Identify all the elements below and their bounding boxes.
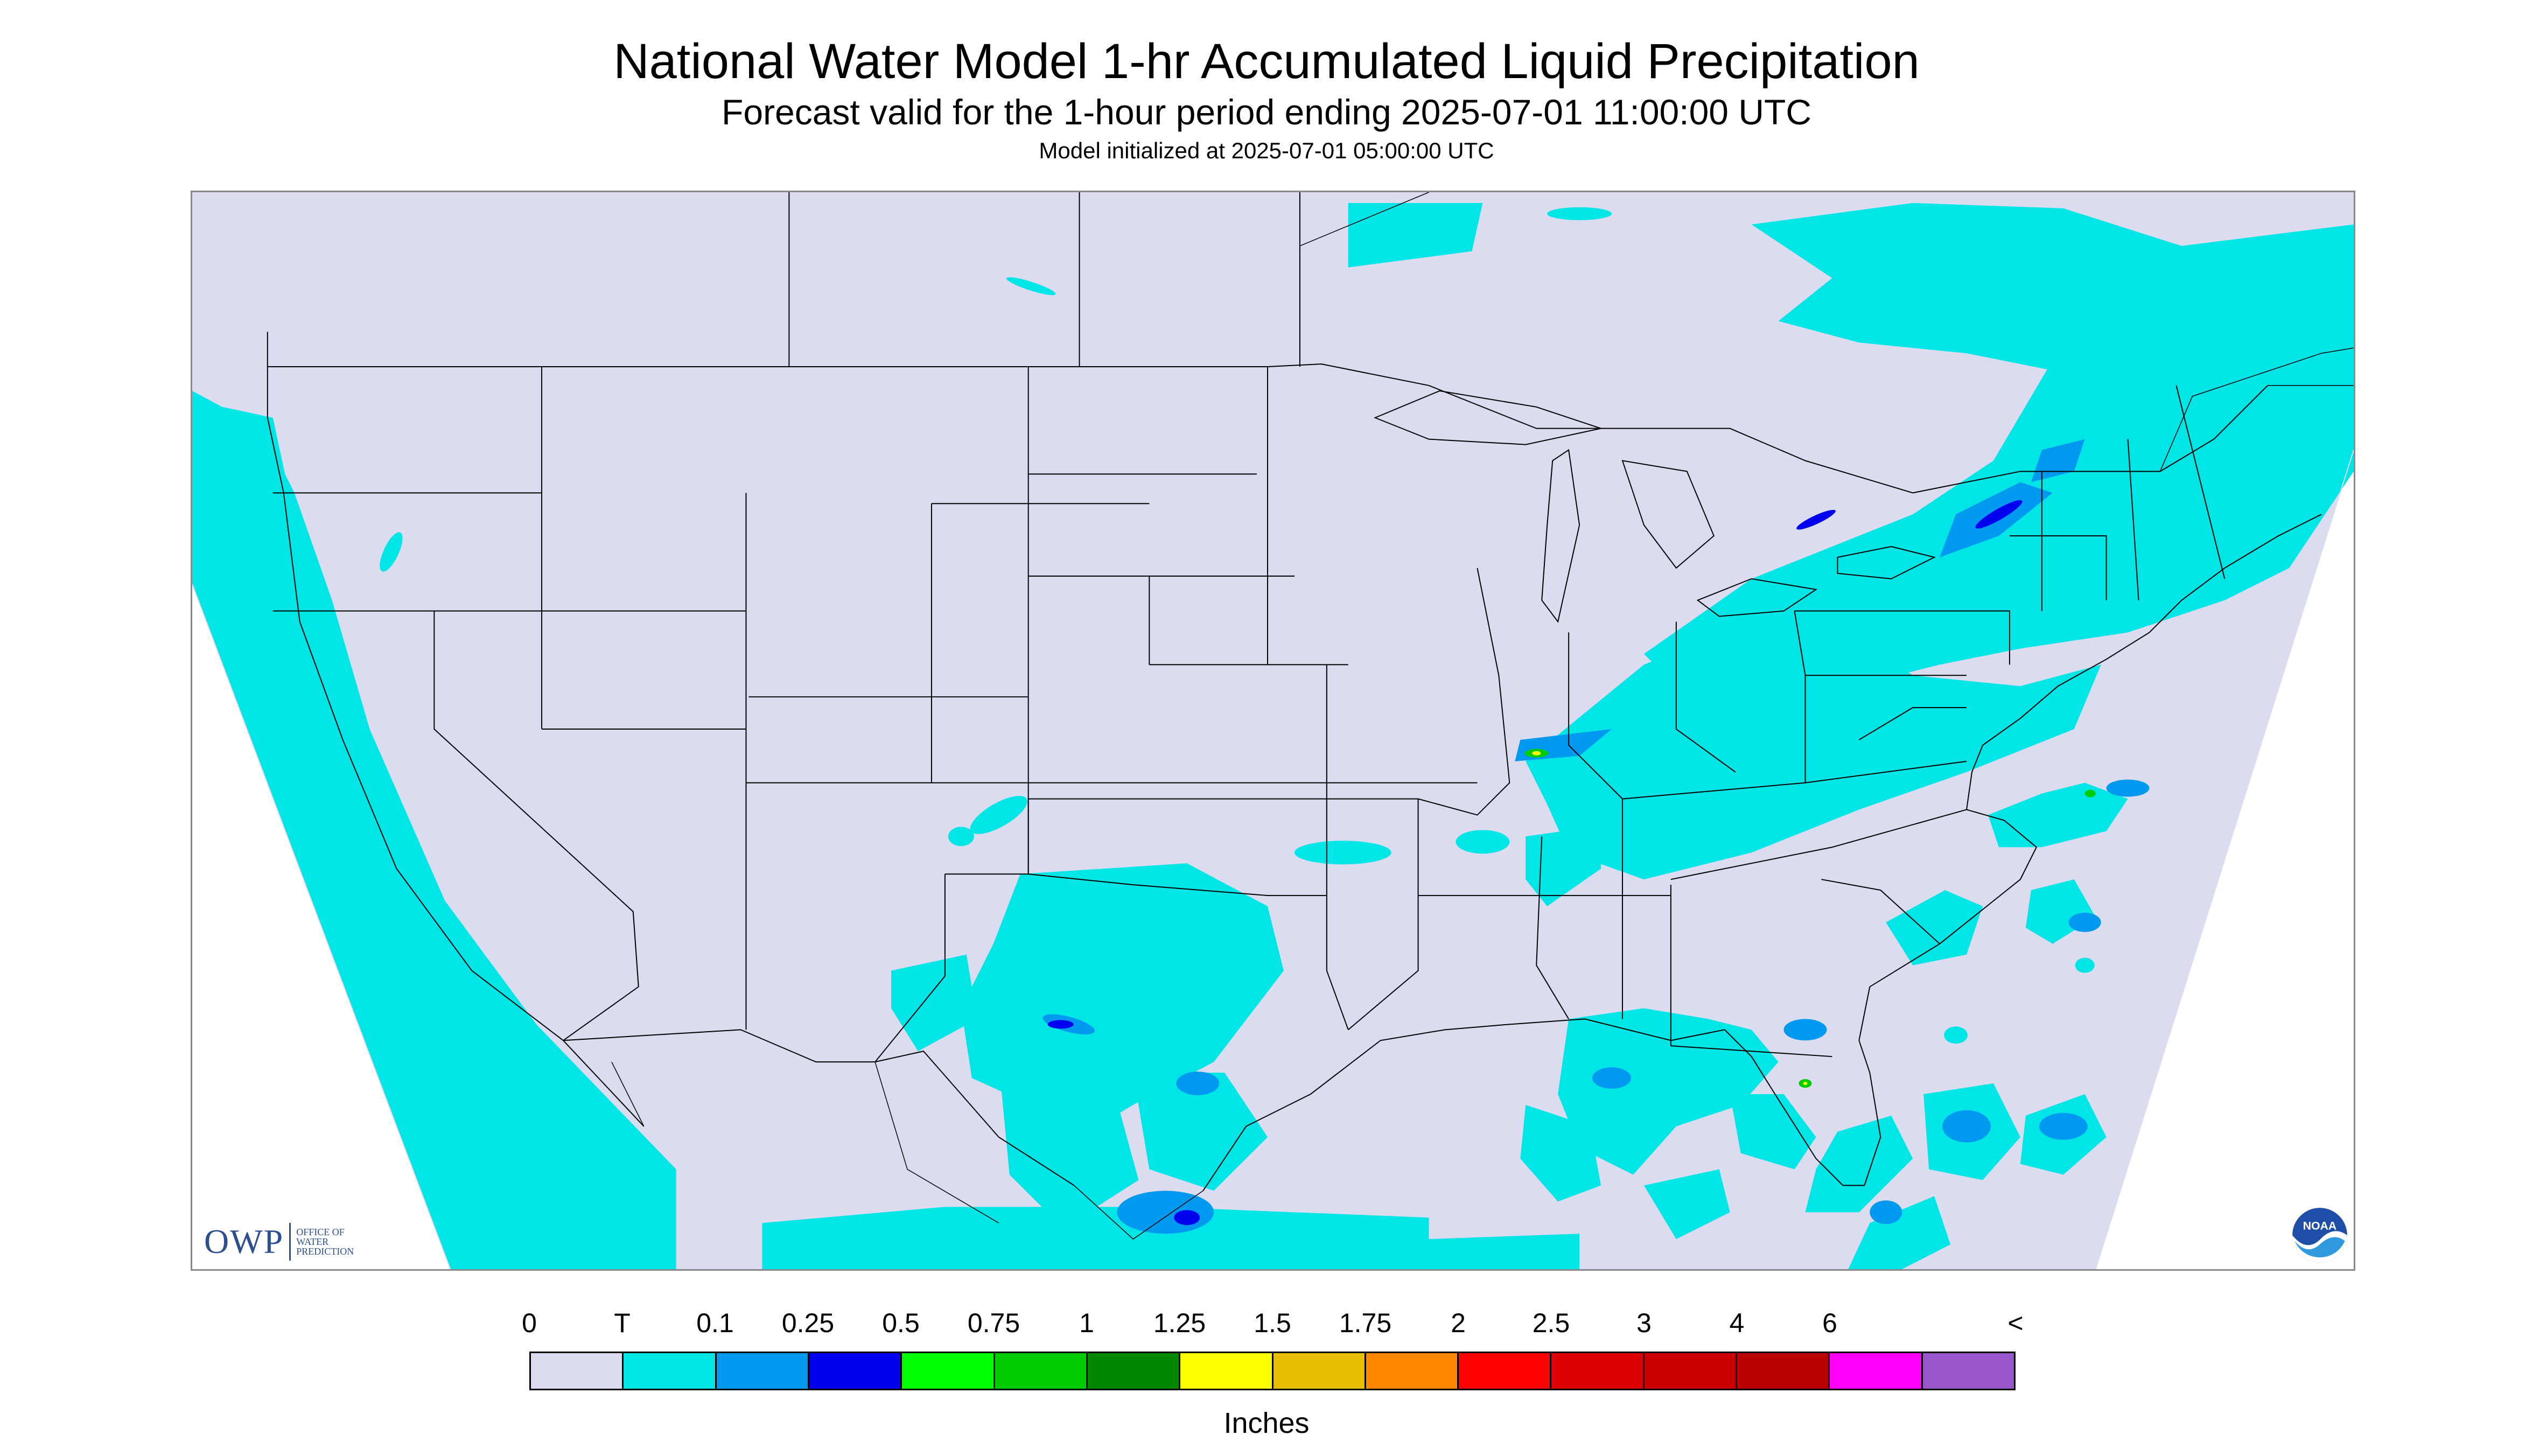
precip-legend bbox=[529, 1352, 2016, 1390]
owp-logo-divider bbox=[289, 1223, 291, 1261]
legend-label: 6 bbox=[1822, 1308, 1837, 1338]
legend-label: 1.5 bbox=[1254, 1308, 1291, 1338]
pacific-coastline bbox=[267, 332, 645, 1127]
legend-swatch bbox=[1366, 1353, 1459, 1389]
legend-label: T bbox=[614, 1308, 631, 1338]
legend-label: 4 bbox=[1729, 1308, 1745, 1338]
legend-swatch bbox=[1644, 1353, 1738, 1389]
legend-label: 2 bbox=[1451, 1308, 1466, 1338]
precip-heavy-cells bbox=[1042, 439, 2150, 1234]
legend-label: 0 bbox=[522, 1308, 537, 1338]
owp-logo-text: Office of Water Prediction bbox=[296, 1227, 354, 1257]
legend-label: 1 bbox=[1079, 1308, 1094, 1338]
map-canvas bbox=[192, 192, 2354, 1269]
us-canada-border bbox=[267, 363, 2268, 494]
legend-swatch bbox=[1087, 1353, 1181, 1389]
lake-superior bbox=[1374, 390, 1603, 445]
legend-label: 3 bbox=[1636, 1308, 1652, 1338]
lake-michigan bbox=[1541, 449, 1580, 623]
legend-label: 0.75 bbox=[967, 1308, 1020, 1338]
legend-swatch bbox=[1830, 1353, 1923, 1389]
domain-edge-west bbox=[192, 584, 451, 1269]
model-init-time: Model initialized at 2025-07-01 05:00:00… bbox=[1039, 138, 1494, 163]
legend-swatch bbox=[809, 1353, 902, 1389]
other-borders bbox=[611, 192, 2354, 1240]
legend-swatch bbox=[1737, 1353, 1830, 1389]
lake-huron bbox=[1621, 460, 1715, 569]
domain-edge bbox=[2095, 450, 2354, 1269]
legend-label: 2.5 bbox=[1532, 1308, 1570, 1338]
legend-label: 1.25 bbox=[1153, 1308, 1206, 1338]
legend-swatch bbox=[1273, 1353, 1366, 1389]
lake-erie bbox=[1696, 578, 1818, 617]
legend-label: < bbox=[2007, 1308, 2024, 1338]
legend-swatch bbox=[1180, 1353, 1274, 1389]
gulf-coastline bbox=[1202, 1018, 1881, 1191]
atlantic-coastline bbox=[1858, 514, 2322, 1041]
legend-label: 1.75 bbox=[1339, 1308, 1392, 1338]
legend-label: 0.5 bbox=[882, 1308, 920, 1338]
legend-swatch bbox=[995, 1353, 1088, 1389]
noaa-logo: NOAA bbox=[2292, 1208, 2347, 1263]
model-domain bbox=[192, 192, 2354, 1269]
legend-swatch bbox=[1551, 1353, 1645, 1389]
legend-swatch bbox=[1459, 1353, 1552, 1389]
legend-swatch bbox=[531, 1353, 624, 1389]
noaa-logo-text: NOAA bbox=[2303, 1220, 2336, 1232]
map-title: National Water Model 1-hr Accumulated Li… bbox=[613, 34, 1920, 89]
owp-logo-mark: OWP bbox=[204, 1222, 284, 1261]
legend-swatch bbox=[716, 1353, 809, 1389]
precip-trace-areas bbox=[192, 202, 2354, 1269]
legend-swatch bbox=[624, 1353, 717, 1389]
precipitation-map: OWP Office of Water Prediction NOAA bbox=[191, 191, 2355, 1271]
state-boundaries bbox=[267, 192, 2322, 1191]
legend-units: Inches bbox=[1223, 1407, 1310, 1439]
lake-ontario bbox=[1837, 546, 1936, 579]
legend-swatch bbox=[902, 1353, 995, 1389]
legend-label: 0.25 bbox=[781, 1308, 835, 1338]
map-subtitle: Forecast valid for the 1-hour period end… bbox=[722, 92, 1811, 132]
owp-logo: OWP Office of Water Prediction bbox=[204, 1222, 366, 1262]
legend-label: 0.1 bbox=[696, 1308, 734, 1338]
legend-swatch bbox=[1922, 1353, 2014, 1389]
